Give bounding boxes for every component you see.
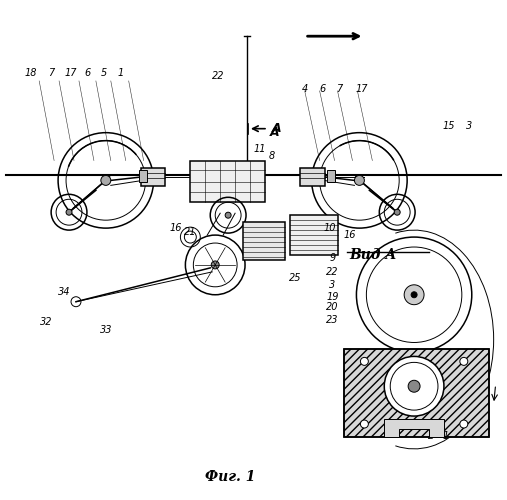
Text: 33: 33 (99, 324, 112, 334)
Circle shape (460, 420, 468, 428)
Text: 1: 1 (443, 431, 449, 441)
Bar (140, 168, 165, 186)
Text: Вид A: Вид A (349, 248, 396, 262)
Text: 6: 6 (319, 84, 325, 94)
Circle shape (101, 176, 111, 186)
Circle shape (225, 212, 231, 218)
Bar (243, 222, 285, 260)
Text: 18: 18 (25, 68, 38, 78)
Text: 17: 17 (65, 68, 77, 78)
Text: 9: 9 (330, 253, 336, 263)
Circle shape (211, 261, 219, 269)
Text: 5: 5 (101, 68, 107, 78)
Text: 34: 34 (58, 287, 70, 297)
Text: 7: 7 (48, 68, 54, 78)
Circle shape (411, 292, 417, 298)
Text: 8: 8 (269, 150, 275, 160)
Text: 2: 2 (428, 431, 434, 441)
Text: 3: 3 (465, 120, 472, 130)
Text: 15: 15 (443, 120, 455, 130)
Circle shape (354, 176, 365, 186)
Bar (190, 160, 265, 202)
Text: 3: 3 (330, 280, 336, 290)
Text: 19: 19 (327, 292, 339, 302)
Bar (300, 168, 324, 186)
Bar (344, 350, 489, 437)
Text: 22: 22 (212, 71, 225, 81)
Circle shape (360, 358, 369, 366)
Text: 21: 21 (184, 227, 197, 237)
Text: 7: 7 (336, 84, 343, 94)
Bar (327, 170, 335, 182)
Circle shape (384, 356, 444, 416)
Circle shape (394, 209, 400, 215)
Text: 20: 20 (327, 302, 339, 312)
Text: 4: 4 (302, 84, 308, 94)
Text: 11: 11 (254, 144, 266, 154)
Text: 23: 23 (327, 314, 339, 324)
Text: 16: 16 (343, 230, 356, 240)
Text: 17: 17 (355, 84, 368, 94)
Text: 1: 1 (118, 68, 124, 78)
Polygon shape (384, 419, 444, 437)
Text: 6: 6 (85, 68, 91, 78)
Circle shape (360, 420, 369, 428)
Text: 10: 10 (323, 223, 336, 233)
Bar (290, 215, 338, 255)
Text: 16: 16 (169, 223, 182, 233)
Text: A: A (270, 126, 279, 139)
Circle shape (408, 380, 420, 392)
Text: Фиг. 1: Фиг. 1 (205, 470, 256, 484)
Circle shape (460, 358, 468, 366)
Text: 22: 22 (327, 267, 339, 277)
Text: 25: 25 (288, 273, 301, 283)
Bar (344, 350, 489, 437)
Text: 32: 32 (40, 316, 52, 326)
Text: A: A (272, 122, 281, 135)
Circle shape (404, 285, 424, 304)
Circle shape (66, 209, 72, 215)
Bar (138, 170, 147, 182)
